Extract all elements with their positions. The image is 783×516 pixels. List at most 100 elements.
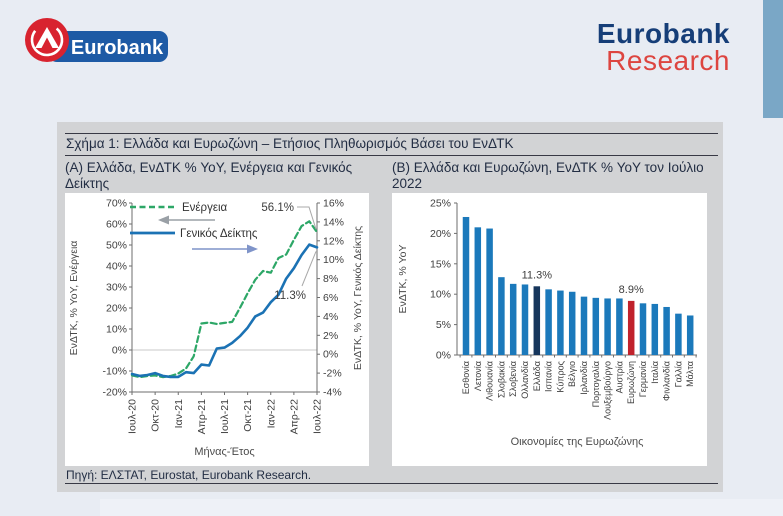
bar-3 [498,277,505,355]
eurobank-logo: Eurobank [22,14,192,70]
category-label: Γαλλία [673,361,683,387]
bar-16 [651,303,659,355]
category-label: Κύπρος [555,360,565,392]
figure-panel: Σχήμα 1: Ελλάδα και Ευρωζώνη – Ετήσιος Π… [57,122,723,492]
bar-4 [509,283,517,355]
annotation-leader [297,206,317,230]
figure-columns: (A) Ελλάδα, ΕνΔΤΚ % YoY, Ενέργεια και Γε… [65,160,718,466]
x-tick-label: Ιουλ-22 [312,399,324,434]
right-tick-label: -2% [323,368,342,380]
left-tick-label: 10% [106,324,127,336]
logo-arc-icon [30,23,64,57]
right-tick-label: 16% [323,198,344,210]
category-label: Πορτογαλία [591,361,601,407]
bar-1 [474,227,482,355]
right-axis-title: ΕνΔΤΚ, % YoY, Γενικός Δείκτης [352,226,364,370]
right-tick-label: 12% [323,235,344,247]
wordmark-research: Research [606,45,730,76]
category-label: Λουξεμβούργο [603,361,613,420]
category-label: Ολλανδία [520,361,530,399]
y-axis-title: ΕνΔΤΚ, % YoY [397,244,409,313]
category-label: Σλοβενία [508,361,518,397]
y-tick-label: 25% [430,198,451,210]
legend-energy-label: Ενέργεια [182,202,228,214]
logo-peak-icon [35,27,59,48]
left-tick-label: -20% [102,387,127,399]
chart-a-subtitle: (A) Ελλάδα, ΕνΔΤΚ % YoY, Ενέργεια και Γε… [65,160,353,191]
right-tick-label: 8% [323,273,338,285]
x-axis-title: Μήνας-Έτος [194,446,254,458]
figure-rule-top [65,133,718,134]
figure-source: Πηγή: ΕΛΣΤΑΤ, Eurostat, Eurobank Researc… [66,468,312,482]
bar-12 [604,298,611,355]
x-tick-label: Ιουλ-21 [219,399,231,434]
category-label: Λιθουανία [485,361,495,401]
bar-19 [686,315,694,355]
logo-box [48,31,168,62]
right-tick-label: 14% [323,216,344,228]
bar-0 [462,216,470,355]
wordmark-eurobank: Eurobank [596,18,730,49]
logo-label: Eurobank [71,37,164,59]
left-tick-label: 30% [106,282,127,294]
annotation-energy-value: 56.1% [261,202,294,214]
left-tick-label: 70% [106,198,127,210]
y-tick-label: 15% [430,258,451,270]
annotation-index-value: 11.3% [274,290,306,302]
category-label: Γερμανία [638,361,648,397]
bar-eurozone [627,300,635,355]
chart-b-subtitle: (B) Ελλάδα και Ευρωζώνη, ΕνΔΤΚ % YoY τον… [392,160,704,191]
left-tick-label: 0% [112,345,127,357]
right-axis-arrow-icon [247,244,258,254]
category-label: Βέλγιο [567,361,577,387]
research-wordmark: Eurobank Research [596,18,730,76]
x-tick-label: Ιουλ-20 [127,399,139,434]
chart-a-line-chart: 70% 60% 50% 40% 30% 20% 10% 0% -10% -20% 16% 14% 12%… [68,198,364,459]
decor-strip-right [763,0,783,118]
category-label: Αυστρία [614,361,624,393]
bar-9 [568,291,576,355]
legend-index-label: Γενικός Δείκτης [180,228,258,240]
y-tick-label: 10% [430,289,451,301]
annotation-greece-value: 11.3% [522,269,553,281]
bar-11 [592,297,600,355]
bar-18 [675,313,682,355]
right-tick-label: 4% [323,311,338,323]
category-label: Ιρλανδία [579,361,589,395]
left-tick-label: 60% [106,219,127,231]
chart-a-column: (A) Ελλάδα, ΕνΔΤΚ % YoY, Ενέργεια και Γε… [65,160,372,466]
x-tick-label: Ιαν-21 [173,399,185,429]
bar-10 [580,296,588,355]
category-label: Μάλτα [685,361,695,387]
category-label: Σλοβακία [496,361,506,398]
chart-b-column: (B) Ελλάδα και Ευρωζώνη, ΕνΔΤΚ % YoY τον… [392,160,718,466]
bar-2 [486,228,493,355]
left-axis-title: ΕνΔΤΚ, % YoY, Ενέργεια [68,241,80,356]
left-tick-label: 40% [106,261,127,273]
chart-b-panel: 0% 5% 10% 15% 20% 25% Εσθονία Λετονία Λιθουανία Σ… [392,193,707,466]
decor-band-bottom [100,499,783,516]
right-tick-label: 10% [323,254,344,266]
y-tick-label: 0% [436,350,451,362]
x-axis-title: Οικονομίες της Ευρωζώνης [511,436,644,448]
bar-8 [557,290,564,355]
category-label: Φινλανδία [662,361,672,401]
annotation-eurozone-value: 8.9% [619,284,644,296]
bar-7 [545,289,552,355]
category-label: Ιταλία [650,361,660,384]
left-tick-label: -10% [102,366,127,378]
category-label: Ευρωζώνη [626,361,636,404]
general-index-line [130,243,319,379]
bar-15 [639,303,647,355]
category-label: Ισπανία [544,361,554,392]
left-axis-arrow-icon [158,215,169,225]
category-label: Λετονία [473,361,483,391]
chart-b-bar-chart: 0%5%10%15%20%25%Εσθονία Λετονία Λιθουανία Σ… [397,198,697,448]
figure-rule-bottom [65,483,718,484]
left-tick-label: 20% [106,303,127,315]
bar-13 [616,298,623,355]
right-tick-label: 6% [323,292,338,304]
bar-5 [521,284,529,355]
right-tick-label: -4% [323,387,342,399]
x-tick-label: Οκτ-20 [150,399,162,432]
